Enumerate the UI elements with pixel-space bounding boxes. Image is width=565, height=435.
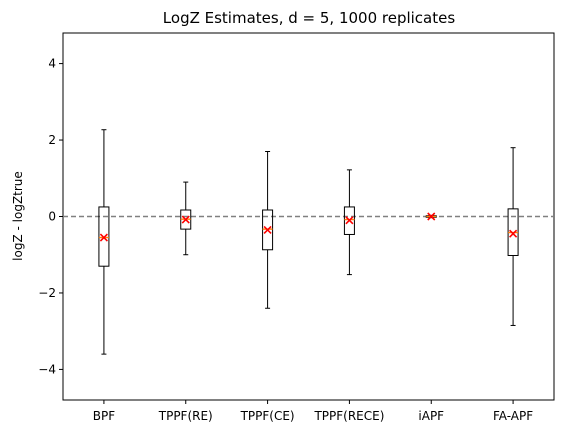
- x-tick-label-4: iAPF: [418, 409, 444, 423]
- mean-marker-b-5: [509, 229, 518, 238]
- box-body-2: [262, 209, 274, 251]
- box-group-1: [180, 181, 192, 256]
- box-group-0: [98, 129, 110, 355]
- mean-marker-b-2: [263, 225, 272, 234]
- y-tick-label-2: 0: [48, 210, 56, 224]
- x-tick-label-3: TPPF(RECE): [313, 409, 384, 423]
- y-axis-label: logZ - logZtrue: [11, 171, 25, 261]
- box-body-0: [98, 206, 110, 267]
- box-body-3: [343, 206, 355, 235]
- y-tick-label-0: −4: [38, 362, 56, 376]
- x-tick-label-1: TPPF(RE): [158, 409, 213, 423]
- box-group-2: [262, 151, 274, 309]
- mean-marker-b-4: [427, 212, 436, 221]
- box-group-3: [343, 169, 355, 276]
- y-tick-label-3: 2: [48, 133, 56, 147]
- mean-marker-b-1: [181, 215, 190, 224]
- x-tick-label-2: TPPF(CE): [240, 409, 295, 423]
- y-tick-label-4: 4: [48, 57, 56, 71]
- mean-marker-b-3: [345, 216, 354, 225]
- box-group-5: [507, 147, 519, 326]
- chart-title: LogZ Estimates, d = 5, 1000 replicates: [163, 9, 456, 27]
- x-tick-label-0: BPF: [93, 409, 115, 423]
- mean-marker-b-0: [99, 233, 108, 242]
- y-tick-label-1: −2: [38, 286, 56, 300]
- box-group-4: [425, 212, 437, 221]
- x-tick-label-5: FA-APF: [493, 409, 533, 423]
